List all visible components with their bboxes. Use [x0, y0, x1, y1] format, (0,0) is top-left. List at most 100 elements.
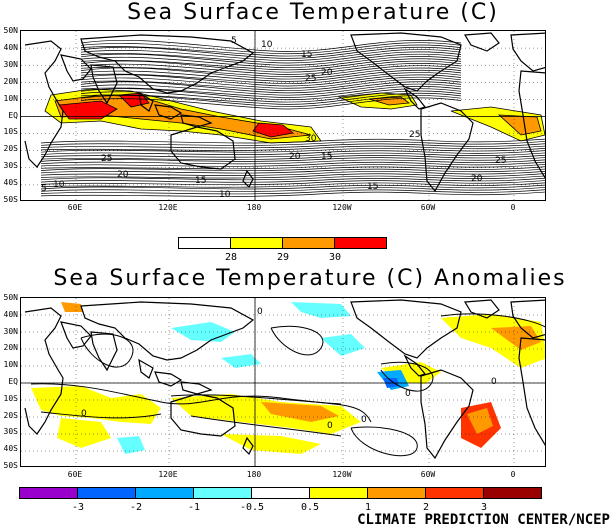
- coastline: [24, 40, 64, 168]
- colorbar-tick-label: -1: [187, 502, 201, 513]
- coastline: [420, 102, 474, 193]
- anomaly-map-canvas: 0 0 0 0 0 0: [21, 298, 545, 466]
- lat-label: 40S: [3, 178, 18, 188]
- anomaly-region: [61, 302, 83, 312]
- anomaly-region: [491, 326, 541, 350]
- sst-colorbar: [178, 237, 387, 249]
- colorbar-swatch: [77, 487, 136, 499]
- credit-text: CLIMATE PREDICTION CENTER/NCEP: [357, 512, 610, 528]
- lon-label: 60W: [420, 203, 436, 212]
- colorbar-swatch: [193, 487, 252, 499]
- sst-region: [252, 122, 294, 138]
- coastline: [518, 337, 545, 446]
- colorbar-tick-label: -2: [129, 502, 143, 513]
- lat-label: 50S: [3, 195, 18, 204]
- coastline: [180, 114, 213, 128]
- lat-label: 40S: [3, 444, 18, 454]
- lat-label: 10N: [3, 360, 18, 370]
- lon-label: 120E: [158, 203, 178, 212]
- coastline: [510, 32, 545, 72]
- lat-label: 40N: [3, 42, 18, 52]
- coastline: [90, 331, 118, 372]
- lat-label: 40N: [3, 309, 18, 319]
- anomaly-title: Sea Surface Temperature (C) Anomalies: [53, 266, 567, 291]
- lon-label: 60E: [67, 470, 83, 479]
- coastline: [350, 299, 462, 359]
- lon-label: 180: [246, 470, 262, 479]
- anomaly-region: [171, 394, 361, 434]
- colorbar-swatch: [367, 487, 426, 499]
- contour-label: 25: [305, 74, 316, 84]
- coastline: [463, 299, 500, 319]
- contour-label: 0: [257, 307, 263, 317]
- coastline: [242, 436, 254, 456]
- contour-label: 20: [117, 170, 129, 180]
- coastline: [24, 307, 64, 435]
- contour-label: 15: [195, 176, 206, 186]
- contour-label: 0: [361, 415, 367, 425]
- coastline: [180, 381, 213, 395]
- colorbar-swatch: [135, 487, 194, 499]
- contour-label: 25: [409, 130, 420, 140]
- colorbar-tick-label: 29: [276, 252, 290, 263]
- coastline: [60, 321, 92, 349]
- anomaly-region: [221, 354, 261, 368]
- contour-label: 5: [41, 184, 47, 194]
- colorbar-swatch: [230, 237, 283, 249]
- coastline: [350, 32, 462, 92]
- contour-label: 20: [471, 174, 483, 184]
- colorbar-swatch: [178, 237, 231, 249]
- contour-label: 20: [321, 68, 333, 78]
- colorbar-swatch: [483, 487, 542, 499]
- colorbar-tick-label: 2: [422, 502, 430, 513]
- colorbar-tick-label: 0.5: [300, 502, 320, 513]
- lat-label: 30S: [3, 427, 18, 437]
- sst-region: [118, 92, 150, 108]
- contour-label: 25: [495, 156, 506, 166]
- lat-label: 20S: [3, 144, 18, 154]
- lat-label: 50N: [3, 26, 18, 35]
- colorbar-swatch: [251, 487, 310, 499]
- coastline: [518, 70, 545, 179]
- colorbar-tick-label: 30: [328, 252, 342, 263]
- colorbar-tick-label: -3: [71, 502, 85, 513]
- colorbar-swatch: [309, 487, 368, 499]
- colorbar-tick-label: -0.5: [239, 502, 265, 513]
- lat-label: 30N: [3, 59, 18, 69]
- coastline: [463, 32, 500, 52]
- coastline: [242, 169, 254, 189]
- contour-label: 15: [367, 182, 378, 192]
- anomaly-region: [57, 418, 111, 448]
- contour-label: 10: [53, 180, 65, 190]
- colorbar-tick-label: 3: [480, 502, 488, 513]
- lon-label: 0: [510, 203, 516, 212]
- anomaly-region: [117, 436, 145, 454]
- colorbar-swatch: [334, 237, 387, 249]
- contour-label: 10: [219, 190, 231, 200]
- contour-label: 30: [305, 134, 317, 144]
- coastline: [80, 301, 255, 361]
- colorbar-swatch: [425, 487, 484, 499]
- contour-label: 25: [101, 154, 112, 164]
- sst-title: Sea Surface Temperature (C): [127, 0, 499, 25]
- coastline: [170, 126, 236, 170]
- coastline: [80, 34, 255, 94]
- lat-label: 20S: [3, 410, 18, 420]
- anomaly-colorbar: [19, 487, 542, 499]
- coastline: [138, 91, 154, 112]
- lat-label: EQ: [8, 110, 18, 120]
- graticule: [21, 31, 545, 200]
- coastline: [90, 64, 118, 105]
- coastline: [510, 299, 545, 339]
- coastline: [403, 87, 427, 110]
- graticule: [21, 298, 545, 466]
- lat-label: 10S: [3, 127, 18, 137]
- lon-label: 120E: [158, 470, 178, 479]
- contour-label: 15: [321, 152, 332, 162]
- colorbar-tick-label: 28: [224, 252, 238, 263]
- coastline: [420, 369, 474, 460]
- lat-label: 20N: [3, 343, 18, 353]
- lat-label: 50S: [3, 461, 18, 470]
- contour-label: 0: [81, 409, 87, 419]
- lat-label: 30N: [3, 326, 18, 336]
